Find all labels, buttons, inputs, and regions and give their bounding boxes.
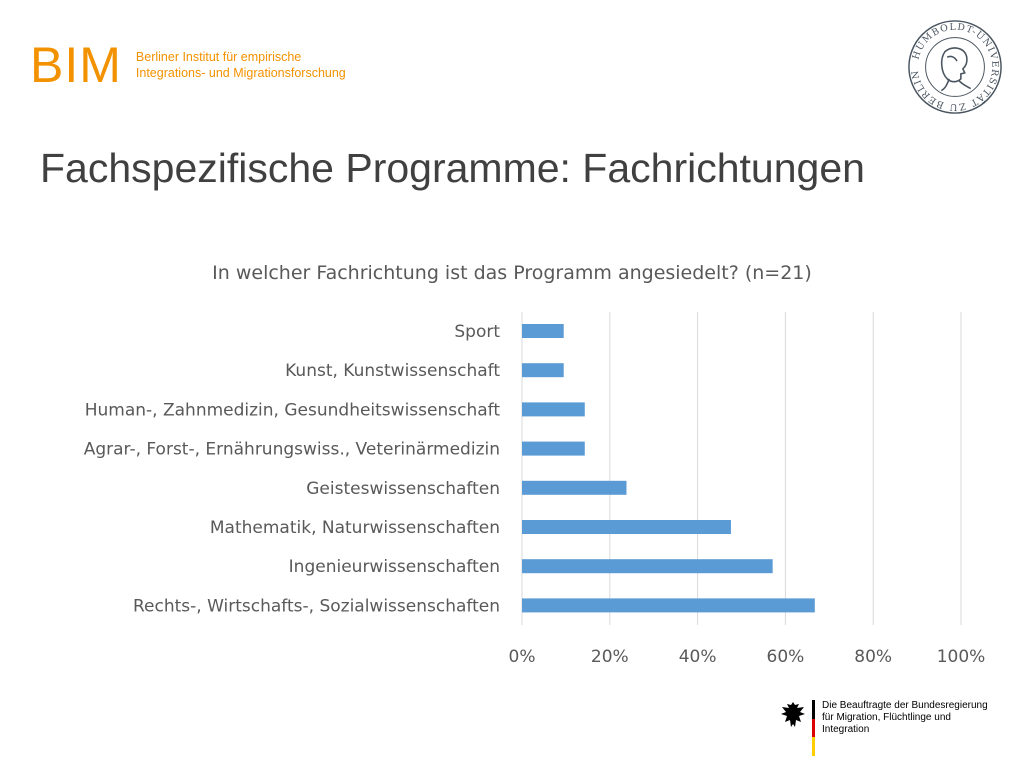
x-tick-label: 40%	[679, 647, 717, 667]
bar	[522, 402, 585, 417]
category-label: Rechts-, Wirtschafts-, Sozialwissenschaf…	[133, 596, 500, 616]
footer-line1: Die Beauftragte der Bundesregierung	[822, 700, 988, 711]
category-label: Agrar-, Forst-, Ernährungswiss., Veterin…	[84, 440, 500, 460]
bim-logo: BIM Berliner Institut für empirische Int…	[30, 40, 346, 90]
category-label: Mathematik, Naturwissenschaften	[210, 518, 500, 538]
category-label: Sport	[454, 322, 500, 342]
footer-line2: für Migration, Flüchtlinge und	[822, 712, 951, 723]
bar	[522, 559, 773, 574]
x-tick-label: 0%	[509, 647, 536, 667]
federal-eagle-icon	[781, 702, 805, 727]
footer-text: Die Beauftragte der Bundesregierung für …	[822, 700, 988, 736]
bim-logo-mark: BIM	[30, 37, 122, 93]
category-label: Kunst, Kunstwissenschaft	[285, 361, 500, 381]
bar	[522, 480, 627, 495]
bar	[522, 363, 564, 378]
tick-labels: 0% 20% 40% 60% 80% 100%	[509, 647, 986, 667]
german-flag-stripe	[812, 700, 815, 757]
portrait-icon	[940, 47, 972, 92]
category-label: Human-, Zahnmedizin, Gesundheitswissensc…	[85, 400, 501, 420]
svg-text:HUMBOLDT-UNIVERSITÄT ZU BERLIN: HUMBOLDT-UNIVERSITÄT ZU BERLIN	[910, 22, 1001, 113]
federal-commissioner-logo: Die Beauftragte der Bundesregierung für …	[780, 700, 988, 757]
bim-logo-text: Berliner Institut für empirische Integra…	[136, 49, 346, 81]
chart-title: In welcher Fachrichtung ist das Programm…	[212, 262, 812, 284]
bim-logo-line2: Integrations- und Migrationsforschung	[135, 66, 346, 80]
x-tick-label: 100%	[937, 647, 986, 667]
bars	[522, 324, 815, 613]
bim-logo-line1: Berliner Institut für empirische	[135, 50, 302, 64]
grid-lines	[521, 312, 962, 625]
bar	[522, 441, 585, 456]
x-tick-label: 80%	[854, 647, 892, 667]
x-tick-label: 60%	[767, 647, 805, 667]
seal-text: HUMBOLDT-UNIVERSITÄT ZU BERLIN	[910, 22, 1000, 113]
bar	[522, 520, 731, 534]
footer-line3: Integration	[822, 724, 870, 735]
x-tick-label: 20%	[591, 647, 629, 667]
category-label: Ingenieurwissenschaften	[289, 557, 500, 577]
bar	[522, 324, 564, 338]
category-label: Geisteswissenschaften	[306, 479, 500, 499]
category-labels: Sport Kunst, Kunstwissenschaft Human-, Zah…	[84, 322, 501, 616]
bar-chart: In welcher Fachrichtung ist das Programm…	[84, 262, 986, 667]
bar	[522, 598, 815, 613]
slide-title: Fachspezifische Programme: Fachrichtunge…	[40, 145, 865, 191]
humboldt-university-seal: HUMBOLDT-UNIVERSITÄT ZU BERLIN	[908, 20, 1002, 114]
